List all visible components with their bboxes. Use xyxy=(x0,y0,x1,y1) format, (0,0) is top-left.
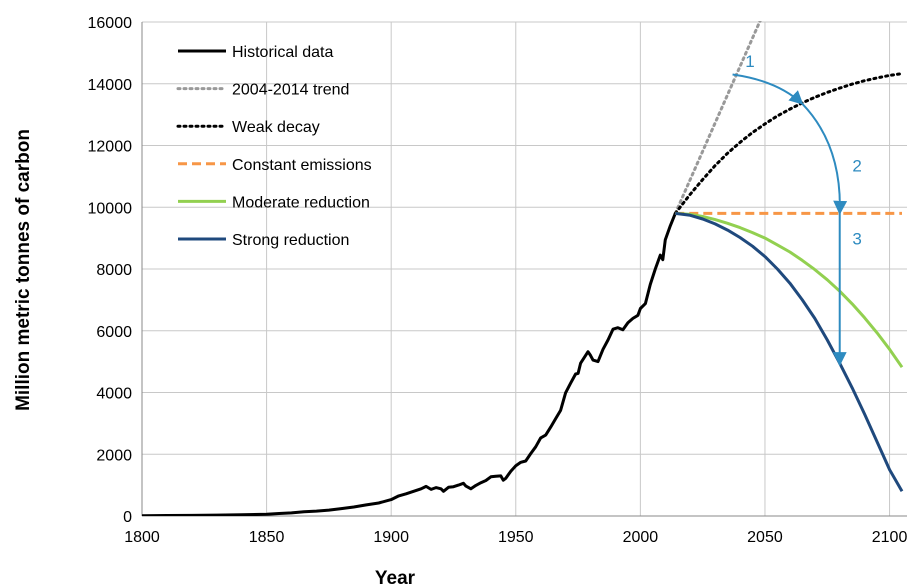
grid-lines xyxy=(141,21,907,517)
legend-label: Historical data xyxy=(232,44,333,61)
legend-label: Moderate reduction xyxy=(232,194,370,211)
legend-label: 2004-2014 trend xyxy=(232,82,349,99)
annotation-label: 3 xyxy=(852,229,861,248)
y-tick-label: 12000 xyxy=(88,139,133,156)
y-axis-title: Million metric tonnes of carbon xyxy=(13,129,34,411)
y-tick-label: 14000 xyxy=(88,77,133,94)
y-tick-label: 16000 xyxy=(88,15,133,32)
scenario-arrows xyxy=(732,73,848,367)
y-tick-label: 8000 xyxy=(96,262,132,279)
y-tick-label: 2000 xyxy=(96,447,132,464)
y-tick-label: 10000 xyxy=(88,200,133,217)
series-line-moderate-reduction xyxy=(675,211,904,369)
legend-label: Constant emissions xyxy=(232,157,372,174)
x-tick-label: 2000 xyxy=(623,529,659,546)
x-tick-label: 1800 xyxy=(124,529,160,546)
legend-label: Strong reduction xyxy=(232,232,349,249)
series-line-2004-2014-trend xyxy=(673,21,762,215)
x-tick-label: 2050 xyxy=(747,529,783,546)
annotation-label: 1 xyxy=(745,52,754,71)
x-axis-title: Year xyxy=(375,568,416,586)
series-line-weak-decay xyxy=(673,72,904,215)
scenario-arrow xyxy=(801,103,848,215)
series-line-historical-data xyxy=(142,212,677,516)
x-tick-label: 1900 xyxy=(373,529,409,546)
x-tick-label: 1850 xyxy=(249,529,285,546)
x-tick-label: 2100 xyxy=(872,529,908,546)
y-tick-label: 4000 xyxy=(96,386,132,403)
legend-label: Weak decay xyxy=(232,119,320,136)
legend: Historical data 2004-2014 trend Weak decay… xyxy=(176,44,372,249)
y-tick-label: 6000 xyxy=(96,324,132,341)
scenario-annotations: 1 2 3 xyxy=(745,52,862,249)
series-line-strong-reduction xyxy=(675,211,904,493)
series-lines xyxy=(142,21,904,516)
y-tick-label: 0 xyxy=(123,509,132,526)
tick-labels: 0200040006000800010000120001400016000180… xyxy=(88,15,908,546)
annotation-label: 2 xyxy=(852,157,861,176)
scenario-arrow xyxy=(732,73,804,105)
x-tick-label: 1950 xyxy=(498,529,534,546)
axes xyxy=(141,22,907,517)
